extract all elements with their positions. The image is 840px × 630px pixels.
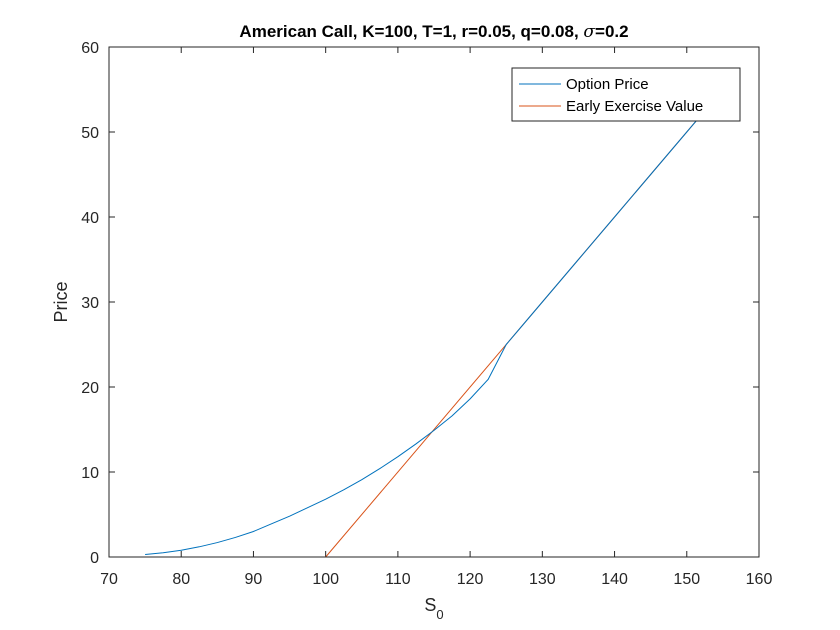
x-tick-label: 100 (312, 571, 339, 588)
chart-title-prefix: American Call, K=100, T=1, r=0.05, q=0.0… (239, 22, 583, 41)
x-axis-label: S0 (424, 595, 443, 622)
legend-label-early-exercise-value: Early Exercise Value (566, 98, 703, 115)
x-axis-label-main: S (424, 595, 436, 615)
y-tick-label: 30 (81, 295, 99, 312)
series-line-option-price (145, 110, 706, 555)
y-tick-label: 10 (81, 465, 99, 482)
x-tick-label: 130 (529, 571, 556, 588)
x-axis-label-subscript: 0 (436, 607, 443, 622)
y-axis-label: Price (51, 281, 71, 322)
y-axis-ticks: 0 10 20 30 40 50 60 (81, 40, 759, 567)
x-tick-label: 140 (601, 571, 628, 588)
x-tick-label: 120 (457, 571, 484, 588)
x-tick-label: 80 (172, 571, 190, 588)
x-tick-label: 90 (245, 571, 263, 588)
x-tick-label: 160 (746, 571, 773, 588)
y-tick-label: 60 (81, 40, 99, 57)
y-tick-label: 50 (81, 125, 99, 142)
chart-title: American Call, K=100, T=1, r=0.05, q=0.0… (239, 22, 628, 42)
x-axis-ticks: 70 80 90 100 110 120 130 140 150 160 (100, 47, 772, 588)
y-tick-label: 0 (90, 550, 99, 567)
x-tick-label: 70 (100, 571, 118, 588)
legend: Option Price Early Exercise Value (511, 67, 741, 122)
axes-box (108, 46, 760, 558)
y-tick-label: 20 (81, 380, 99, 397)
x-tick-label: 150 (673, 571, 700, 588)
x-tick-label: 110 (385, 571, 411, 588)
legend-label-option-price: Option Price (566, 76, 649, 93)
chart-title-sigma: σ (583, 22, 595, 42)
legend-box (511, 67, 741, 122)
plot-area (109, 47, 759, 557)
y-tick-label: 40 (81, 210, 99, 227)
chart-title-suffix: =0.2 (595, 22, 629, 41)
